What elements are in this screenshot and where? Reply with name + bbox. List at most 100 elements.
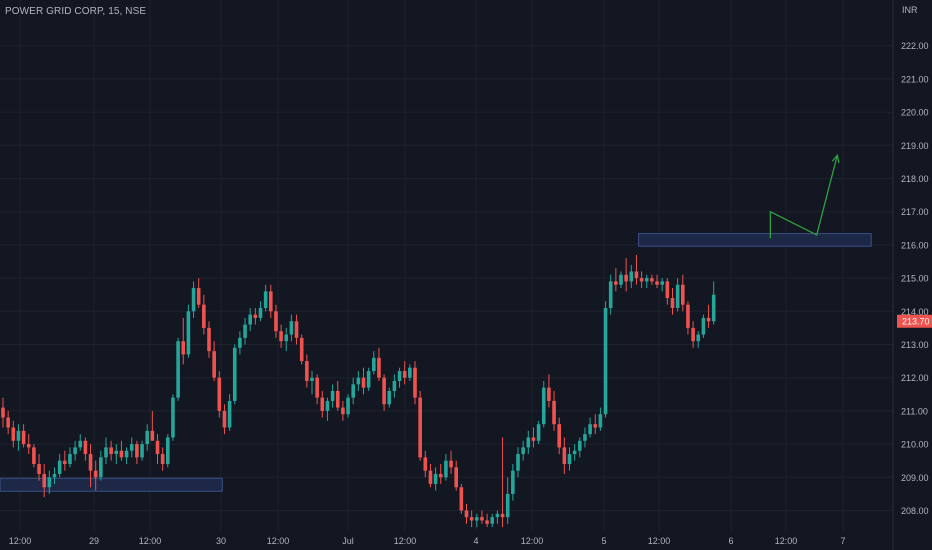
x-tick-label: 12:00 [394,536,417,546]
candle-body [536,424,541,441]
y-tick-label: 209.00 [901,473,929,483]
candle-body [207,327,211,352]
time-axis[interactable]: 12:00 29 12:00 30 12:00 Jul 12:00 4 12:00 5 12:00 6… [9,536,846,546]
candle-body [588,424,592,435]
x-tick-label: 12:00 [9,536,32,546]
zone-box [0,477,223,492]
candle-body [32,447,36,465]
candle-body [335,390,340,408]
y-tick-label: 222.00 [901,41,929,51]
candle-body [119,450,124,458]
candle-body [392,381,397,391]
candle-body [129,444,134,451]
candle-body [480,517,484,521]
candle-body [418,397,422,458]
x-tick-label: 6 [728,536,733,546]
x-tick-label: 29 [89,536,99,546]
candle-body [310,377,314,382]
candle-body [73,447,77,455]
candle-body [572,450,577,455]
candle-body [325,400,330,411]
candle-body [583,434,587,441]
candle-body [608,281,613,308]
candle-body [706,317,711,322]
candle-body [269,291,273,312]
candle-body [263,291,268,308]
candle-body [150,430,155,441]
candle-body [701,317,706,335]
last-price-value: 213.70 [902,316,930,326]
candle-body [644,278,649,282]
projection-arrowhead [831,153,840,164]
candle-body [696,334,701,342]
candle-body [387,390,392,405]
candle-body [552,400,556,425]
candle-body [361,377,366,388]
x-tick-label: 12:00 [648,536,671,546]
candle-body [593,424,598,428]
candle-body [196,288,201,305]
candle-body [37,464,41,474]
candle-body [681,284,685,305]
candle-body [274,311,278,332]
price-axis[interactable]: 208.00 209.00 210.00 211.00 212.00 213.00 214.… [901,41,929,516]
last-price-tag-bg [897,314,932,328]
candle-body [541,387,546,425]
candle-body [227,400,232,428]
zones [0,233,872,492]
candle-body [428,470,433,484]
candle-body [433,473,438,484]
candle-body [11,427,16,441]
y-tick-label: 218.00 [901,174,929,184]
candle-body [614,281,618,285]
candle-body [238,337,242,348]
candle-body [629,271,634,282]
candle-body [186,311,191,355]
candle-body [475,517,479,521]
candle-body [99,457,103,478]
x-tick-label: Jul [342,536,354,546]
x-tick-label: 12:00 [267,536,290,546]
candle-body [598,414,603,428]
zone-box [638,233,872,247]
candle-body [42,473,46,488]
candle-body [88,454,93,471]
candle-body [135,444,139,458]
candle-body [63,460,67,465]
x-tick-label: 12:00 [139,536,162,546]
candle-body [562,447,567,465]
candle-body [603,307,608,415]
candle-body [351,384,355,398]
currency-label: INR [902,5,918,15]
candle-body [6,417,10,428]
candle-body [423,457,428,471]
candle-body [408,367,412,378]
candle-body [557,424,561,448]
candle-body [665,281,670,299]
candle-body [21,430,26,445]
last-price-tag: 213.70 [897,314,932,328]
candle-body [675,284,680,308]
candles [1,254,716,528]
candle-body [315,377,319,398]
candle-body [1,407,5,418]
candle-body [634,271,639,279]
candle-body [176,341,180,398]
candle-body [567,454,572,465]
candle-body [619,274,623,285]
candle-body [279,331,283,342]
candle-body [341,407,345,415]
candle-body [217,377,222,411]
symbol-title: POWER GRID CORP, 15, NSE [5,6,147,17]
candle-body [495,513,500,518]
candle-body [299,337,304,362]
x-tick-label: 5 [601,536,606,546]
candle-body [26,444,31,448]
candle-body [83,440,88,455]
candle-body [109,447,113,455]
candle-body [372,357,376,372]
candle-body [191,288,196,312]
candle-body [413,367,417,398]
y-tick-label: 221.00 [901,74,929,84]
